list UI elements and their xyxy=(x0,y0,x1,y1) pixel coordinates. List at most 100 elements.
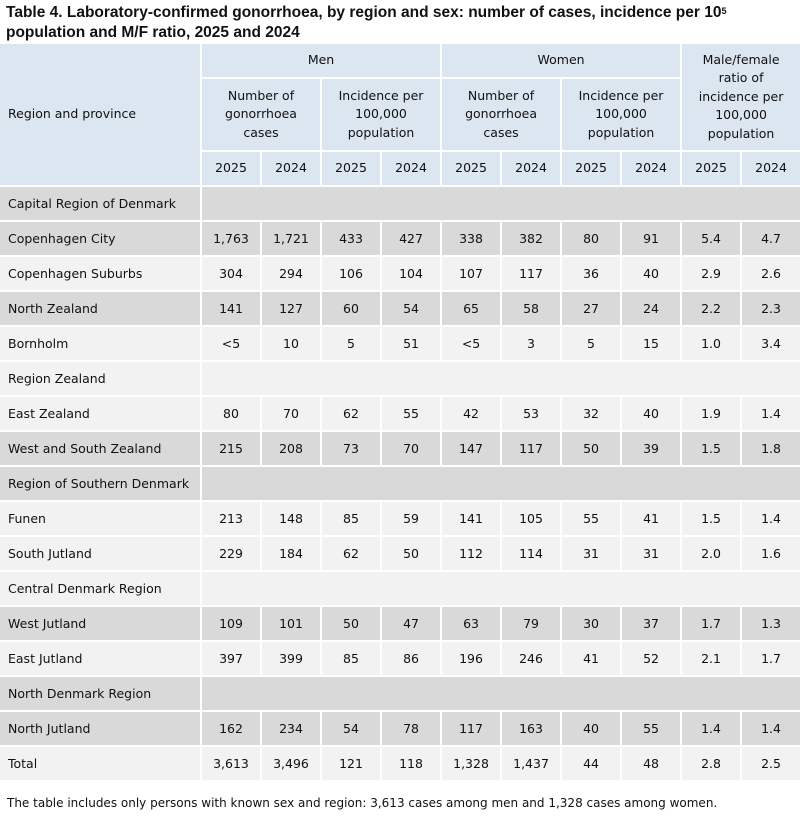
value-cell: 141 xyxy=(442,502,501,535)
total-row: Total 3,613 3,496 121 118 1,328 1,437 44 48 2.8 2.… xyxy=(0,747,800,780)
value-cell: 1.8 xyxy=(742,432,800,465)
value-cell: 2.1 xyxy=(682,642,741,675)
province-name: Bornholm xyxy=(0,327,200,360)
province-name: North Jutland xyxy=(0,712,200,745)
province-name: South Jutland xyxy=(0,537,200,570)
value-cell: 2.8 xyxy=(682,747,741,780)
value-cell: 1.4 xyxy=(682,712,741,745)
value-cell: 427 xyxy=(382,222,441,255)
value-cell: 48 xyxy=(622,747,681,780)
province-row: North Jutland 162 234 54 78 117 163 40 55 1.4 1.4 xyxy=(0,712,800,745)
province-name: Funen xyxy=(0,502,200,535)
region-filler xyxy=(202,187,800,220)
value-cell: 62 xyxy=(322,397,380,430)
value-cell: 50 xyxy=(562,432,621,465)
region-filler xyxy=(202,362,800,395)
header-mf-ratio: Male/female ratio of incidence per 100,0… xyxy=(682,44,800,150)
value-cell: 62 xyxy=(322,537,380,570)
value-cell: 117 xyxy=(502,257,561,290)
value-cell: 1.3 xyxy=(742,607,800,640)
value-cell: 85 xyxy=(322,502,380,535)
region-name: North Denmark Region xyxy=(0,677,200,710)
value-cell: <5 xyxy=(202,327,260,360)
value-cell: 37 xyxy=(622,607,681,640)
value-cell: 55 xyxy=(382,397,441,430)
header-year: 2024 xyxy=(262,152,320,185)
region-row: Central Denmark Region xyxy=(0,572,800,605)
value-cell: 40 xyxy=(622,257,681,290)
header-men: Men xyxy=(202,44,441,77)
header-year: 2024 xyxy=(502,152,561,185)
value-cell: 147 xyxy=(442,432,501,465)
value-cell: 1.4 xyxy=(742,397,800,430)
value-cell: 91 xyxy=(622,222,681,255)
value-cell: 2.6 xyxy=(742,257,800,290)
value-cell: 3,613 xyxy=(202,747,260,780)
value-cell: 1,763 xyxy=(202,222,260,255)
value-cell: 2.0 xyxy=(682,537,741,570)
region-row: Region Zealand xyxy=(0,362,800,395)
value-cell: 39 xyxy=(622,432,681,465)
province-row: West and South Zealand 215 208 73 70 147 117 50… xyxy=(0,432,800,465)
province-row: North Zealand 141 127 60 54 65 58 27 24 2.2 2.3 xyxy=(0,292,800,325)
province-row: Copenhagen City 1,763 1,721 433 427 338 382 80 9… xyxy=(0,222,800,255)
header-year: 2024 xyxy=(742,152,800,185)
header-year: 2025 xyxy=(322,152,380,185)
province-name: East Jutland xyxy=(0,642,200,675)
value-cell: 1.5 xyxy=(682,432,741,465)
value-cell: 24 xyxy=(622,292,681,325)
value-cell: 196 xyxy=(442,642,501,675)
value-cell: 121 xyxy=(322,747,380,780)
header-region-and-province: Region and province xyxy=(0,44,200,185)
table-body: Capital Region of Denmark Copenhagen City… xyxy=(0,187,800,780)
value-cell: <5 xyxy=(442,327,501,360)
value-cell: 73 xyxy=(322,432,380,465)
value-cell: 101 xyxy=(262,607,320,640)
value-cell: 1.4 xyxy=(742,502,800,535)
header-year: 2025 xyxy=(442,152,501,185)
value-cell: 41 xyxy=(562,642,621,675)
value-cell: 58 xyxy=(502,292,561,325)
value-cell: 2.5 xyxy=(742,747,800,780)
value-cell: 117 xyxy=(502,432,561,465)
value-cell: 1,328 xyxy=(442,747,501,780)
region-row: Region of Southern Denmark xyxy=(0,467,800,500)
value-cell: 105 xyxy=(502,502,561,535)
value-cell: 51 xyxy=(382,327,441,360)
header-women: Women xyxy=(442,44,681,77)
value-cell: 42 xyxy=(442,397,501,430)
value-cell: 80 xyxy=(562,222,621,255)
value-cell: 399 xyxy=(262,642,320,675)
header-women-incidence: Incidence per 100,000 population xyxy=(562,79,681,150)
province-name: Copenhagen Suburbs xyxy=(0,257,200,290)
value-cell: 397 xyxy=(202,642,260,675)
gonorrhoea-table: Region and province Men Women Male/femal… xyxy=(0,42,800,782)
header-year: 2025 xyxy=(682,152,741,185)
value-cell: 162 xyxy=(202,712,260,745)
value-cell: 2.9 xyxy=(682,257,741,290)
value-cell: 229 xyxy=(202,537,260,570)
value-cell: 3 xyxy=(502,327,561,360)
header-men-number-cases: Number of gonorrhoea cases xyxy=(202,79,320,150)
value-cell: 41 xyxy=(622,502,681,535)
value-cell: 118 xyxy=(382,747,441,780)
header-year: 2024 xyxy=(382,152,441,185)
province-row: Funen 213 148 85 59 141 105 55 41 1.5 1.4 xyxy=(0,502,800,535)
value-cell: 5 xyxy=(322,327,380,360)
region-name: Region of Southern Denmark xyxy=(0,467,200,500)
value-cell: 53 xyxy=(502,397,561,430)
value-cell: 55 xyxy=(562,502,621,535)
table-title: Table 4. Laboratory-confirmed gonorrhoea… xyxy=(0,0,800,42)
value-cell: 114 xyxy=(502,537,561,570)
value-cell: 36 xyxy=(562,257,621,290)
value-cell: 294 xyxy=(262,257,320,290)
value-cell: 30 xyxy=(562,607,621,640)
province-row: Bornholm <5 10 5 51 <5 3 5 15 1.0 3.4 xyxy=(0,327,800,360)
province-row: Copenhagen Suburbs 304 294 106 104 107 117 36 40… xyxy=(0,257,800,290)
value-cell: 80 xyxy=(202,397,260,430)
value-cell: 304 xyxy=(202,257,260,290)
value-cell: 1,437 xyxy=(502,747,561,780)
value-cell: 70 xyxy=(262,397,320,430)
value-cell: 104 xyxy=(382,257,441,290)
value-cell: 2.2 xyxy=(682,292,741,325)
